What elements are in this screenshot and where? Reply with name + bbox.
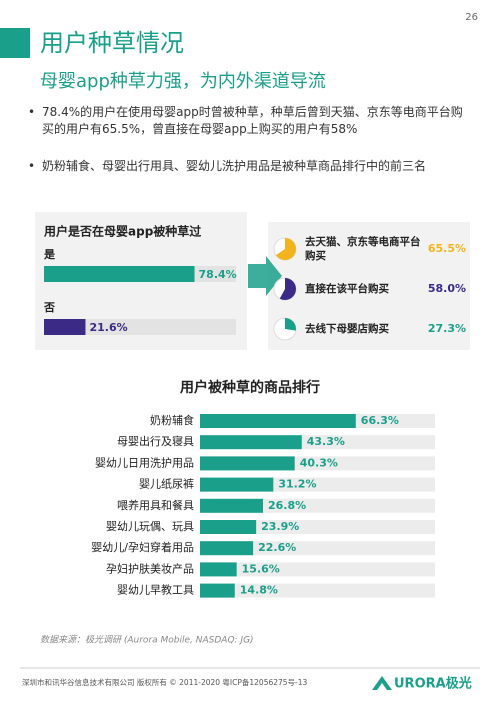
bullet: • 78.4%的用户在使用母婴app时曾被种草，种草后曾到天猫、京东等电商平台购买… xyxy=(28,104,468,138)
bar-track xyxy=(200,520,435,534)
bullet-text: 78.4%的用户在使用母婴app时曾被种草，种草后曾到天猫、京东等电商平台购买的… xyxy=(42,105,463,136)
pie-slice xyxy=(285,318,296,331)
category-label: 婴幼儿日用洗护用品 xyxy=(95,455,194,469)
footer: 深圳市和讯华谷信息技术有限公司 版权所有 © 2011-2020 粤ICP备12… xyxy=(22,677,308,687)
value-label: 23.9% xyxy=(261,520,299,533)
subtitle: 母婴app种草力强，为内外渠道导流 xyxy=(40,71,326,92)
value-label: 21.6% xyxy=(89,321,127,334)
category-label: 直接在该平台购买 xyxy=(305,283,389,295)
bar xyxy=(200,435,302,450)
bar xyxy=(200,562,237,577)
title: 用户种草情况 xyxy=(40,29,184,57)
category-label: 否 xyxy=(43,301,55,314)
category-label: 喂养用具和餐具 xyxy=(117,498,194,512)
bar xyxy=(200,498,263,513)
category-label: 婴幼儿玩偶、玩具 xyxy=(106,520,194,533)
value-label: 31.2% xyxy=(278,478,316,491)
pie-slice xyxy=(279,278,296,300)
logo: URORA极光 xyxy=(394,676,472,692)
value-label: 27.3% xyxy=(428,322,466,335)
value-label: 15.6% xyxy=(242,562,280,575)
bar xyxy=(200,583,235,598)
pie-slice xyxy=(275,238,296,260)
category-label: 婴幼儿/孕妇穿着用品 xyxy=(91,540,194,554)
chart-title: 用户是否在母婴app被种草过 xyxy=(43,224,201,239)
bar-track xyxy=(200,562,435,577)
value-label: 66.3% xyxy=(361,414,399,427)
category-label: 孕妇护肤美妆产品 xyxy=(106,561,194,575)
value-label: 43.3% xyxy=(307,435,345,448)
value-label: 58.0% xyxy=(428,282,466,295)
value-label: 78.4% xyxy=(199,268,237,281)
chart-title: 用户被种草的商品排行 xyxy=(180,379,320,396)
value-label: 14.8% xyxy=(240,584,278,597)
bar xyxy=(200,520,257,534)
category-label: 奶粉辅食 xyxy=(150,413,194,427)
value-label: 26.8% xyxy=(268,499,306,512)
bar xyxy=(44,266,195,282)
logo-icon xyxy=(372,676,392,690)
bar-track xyxy=(200,583,435,598)
category-label: 母婴出行及寝具 xyxy=(117,434,194,448)
bar xyxy=(200,541,254,556)
value-label: 65.5% xyxy=(428,242,466,255)
category-label: 婴幼儿早教工具 xyxy=(117,584,194,597)
source: 数据来源：极光调研 (Aurora Mobile, NASDAQ: JG) xyxy=(40,635,254,646)
bar-track xyxy=(200,541,435,556)
bar-track xyxy=(44,319,236,335)
panel xyxy=(268,222,470,350)
bullet-text: 奶粉辅食、母婴出行用具、婴幼儿洗护用品是被种草商品排行中的前三名 xyxy=(42,159,427,173)
category-label: 是 xyxy=(43,248,56,261)
bar xyxy=(200,414,356,428)
title-bar xyxy=(0,28,30,58)
arrow xyxy=(248,256,282,296)
category-label: 去天猫、京东等电商平台购买 xyxy=(305,236,421,262)
page-number: 26 xyxy=(465,12,478,23)
bar xyxy=(200,456,295,471)
category-label: 婴儿纸尿裤 xyxy=(139,477,194,491)
bar xyxy=(44,319,86,335)
value-label: 40.3% xyxy=(300,456,338,469)
bar xyxy=(200,477,274,492)
category-label: 去线下母婴店购买 xyxy=(305,323,389,335)
bullet: • 奶粉辅食、母婴出行用具、婴幼儿洗护用品是被种草商品排行中的前三名 xyxy=(28,158,468,175)
value-label: 22.6% xyxy=(258,541,296,554)
